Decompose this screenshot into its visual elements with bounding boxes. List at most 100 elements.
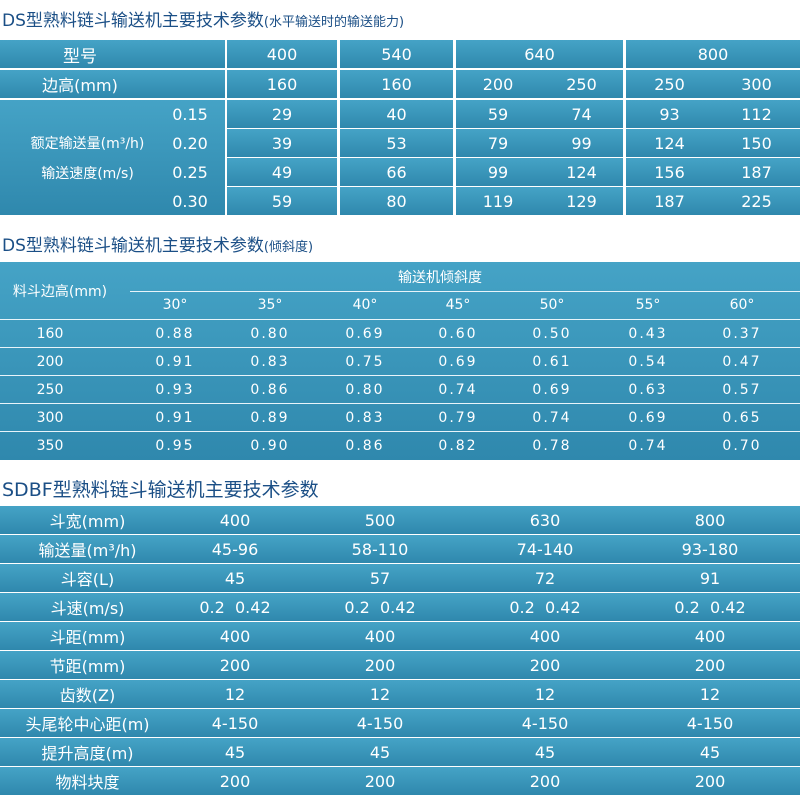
ratio: 0.37 <box>722 326 762 342</box>
capacity-value: 129 <box>566 192 597 211</box>
angle: 50° <box>539 297 565 313</box>
capacity-value: 40 <box>386 105 407 124</box>
capacity-value: 80 <box>386 192 407 211</box>
speed: 0.30 <box>172 192 208 211</box>
spec-value: 45 <box>224 742 246 762</box>
ratio: 0.80 <box>250 326 290 342</box>
row-label: 头尾轮中心距(m) <box>25 715 150 734</box>
ratio: 0.93 <box>155 382 195 398</box>
spec-value: 200 <box>529 655 561 675</box>
cell-bg <box>0 593 800 621</box>
spec-value: 200 <box>694 771 726 791</box>
spec-value: 4-150 <box>686 713 734 733</box>
angle: 40° <box>352 297 378 313</box>
model: 640 <box>524 44 555 64</box>
col-header: 输送机倾斜度 <box>398 270 482 286</box>
speed-label: 输送速度(m/s) <box>41 166 134 182</box>
edge-value: 250 <box>654 74 685 94</box>
speed: 0.25 <box>172 163 208 182</box>
capacity-value: 79 <box>487 134 509 153</box>
spec-value: 45 <box>224 568 246 588</box>
cell-bg <box>626 100 800 128</box>
row-label: 物料块度 <box>55 773 120 792</box>
cell-bg <box>227 129 337 157</box>
cell-bg <box>0 709 800 737</box>
capacity-value: 225 <box>741 192 772 211</box>
cell-bg <box>0 506 800 534</box>
spec-value: 0.2 0.42 <box>199 597 271 617</box>
edge: 300 <box>36 410 64 426</box>
ratio: 0.63 <box>628 382 668 398</box>
spec-value: 400 <box>219 626 251 646</box>
spec-value: 200 <box>364 655 396 675</box>
cell-bg <box>227 158 337 186</box>
capacity-value: 59 <box>487 105 509 124</box>
capacity-value: 74 <box>571 105 592 124</box>
cell-bg <box>456 158 623 186</box>
ratio: 0.74 <box>438 382 478 398</box>
cell-bg <box>340 129 453 157</box>
capacity-value: 49 <box>271 163 293 182</box>
cell-bg <box>340 40 453 68</box>
section-subtitle: (水平输送时的输送能力) <box>263 15 405 30</box>
ratio: 0.91 <box>155 410 195 426</box>
cell-bg <box>0 564 800 592</box>
ratio: 0.50 <box>532 326 572 342</box>
cell-bg <box>227 70 337 98</box>
row-line <box>130 291 800 292</box>
cell-bg <box>340 100 453 128</box>
capacity-value: 150 <box>741 134 772 153</box>
ratio: 0.91 <box>155 354 195 370</box>
ratio: 0.83 <box>250 354 290 370</box>
cell-bg <box>626 158 800 186</box>
spec-value: 45-96 <box>211 539 259 559</box>
ratio: 0.95 <box>155 438 195 454</box>
cell-bg <box>340 187 453 215</box>
capacity-value: 99 <box>487 163 509 182</box>
edge-value: 300 <box>741 74 772 94</box>
ratio: 0.69 <box>628 410 668 426</box>
ratio: 0.78 <box>532 438 572 454</box>
cell-bg <box>0 262 800 460</box>
row-label: 斗宽(mm) <box>49 512 126 531</box>
ratio: 0.83 <box>345 410 385 426</box>
cell-bg <box>227 100 337 128</box>
section-subtitle: (倾斜度) <box>263 240 314 255</box>
model: 540 <box>381 44 412 64</box>
spec-value: 0.2 0.42 <box>509 597 581 617</box>
section-title: SDBF型熟料链斗输送机主要技术参数 <box>2 479 319 501</box>
spec-value: 45 <box>534 742 556 762</box>
ratio: 0.61 <box>532 354 572 370</box>
cell-bg <box>0 70 225 98</box>
spec-value: 74-140 <box>516 539 574 559</box>
cell-bg <box>456 70 623 98</box>
spec-value: 91 <box>699 568 721 588</box>
ratio: 0.74 <box>628 438 668 454</box>
spec-value: 45 <box>699 742 721 762</box>
cell-bg <box>456 187 623 215</box>
model: 800 <box>697 44 729 64</box>
spec-value: 0.2 0.42 <box>344 597 416 617</box>
spec-value: 12 <box>369 684 391 704</box>
spec-value: 4-150 <box>211 713 259 733</box>
spec-value: 45 <box>369 742 391 762</box>
capacity-value: 112 <box>741 105 772 124</box>
capacity-value: 124 <box>566 163 597 182</box>
cell-bg <box>0 680 800 708</box>
edge-value: 200 <box>482 74 514 94</box>
angle: 30° <box>162 297 188 313</box>
cell-bg <box>227 40 337 68</box>
ratio: 0.47 <box>722 354 762 370</box>
ratio: 0.82 <box>438 438 478 454</box>
edge: 250 <box>36 382 64 398</box>
spec-value: 12 <box>699 684 721 704</box>
ratio: 0.74 <box>532 410 572 426</box>
spec-value: 200 <box>219 771 251 791</box>
spec-value: 500 <box>364 510 396 530</box>
ratio: 0.69 <box>345 326 385 342</box>
capacity-value: 53 <box>386 134 407 153</box>
cell-bg <box>0 738 800 766</box>
cell-bg <box>0 535 800 563</box>
row-line <box>0 375 800 376</box>
